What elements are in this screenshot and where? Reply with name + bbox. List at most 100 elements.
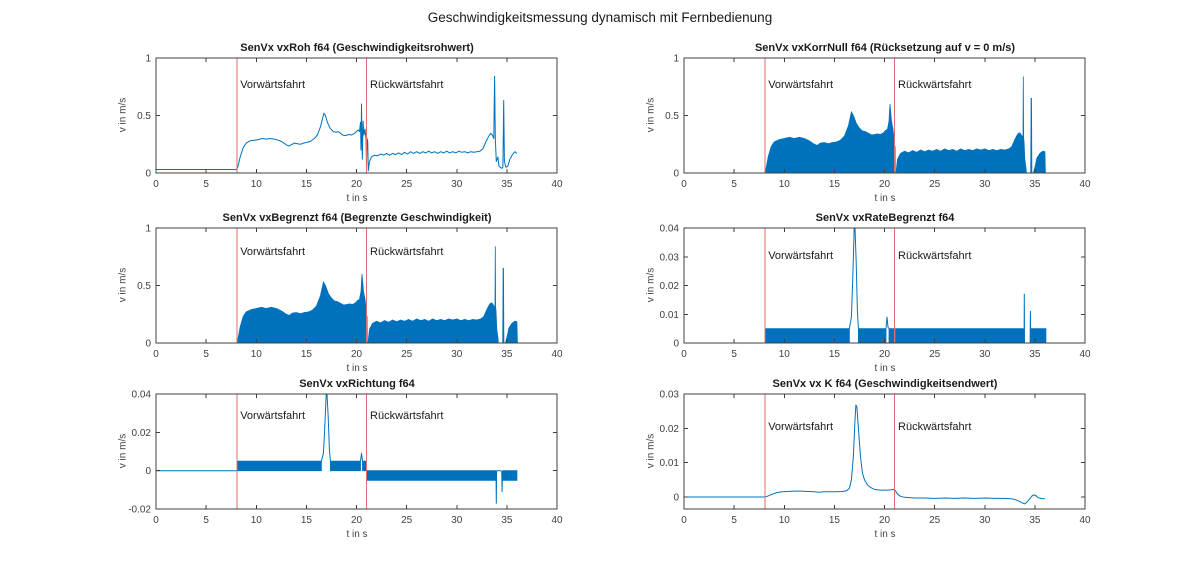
svg-text:15: 15 [301, 179, 313, 190]
svg-text:30: 30 [451, 349, 463, 360]
svg-text:5: 5 [731, 515, 737, 526]
subplot-vxk: SenVx vx K f64 (Geschwindigkeitsendwert)… [640, 378, 1100, 548]
svg-text:5: 5 [731, 349, 737, 360]
subplot-vxbegrenzt: SenVx vxBegrenzt f64 (Begrenzte Geschwin… [112, 212, 572, 382]
subplot-vxkorrnull: SenVx vxKorrNull f64 (Rücksetzung auf v … [640, 42, 1100, 212]
svg-text:40: 40 [551, 179, 563, 190]
svg-text:20: 20 [879, 515, 891, 526]
svg-text:0: 0 [153, 515, 159, 526]
x-axis-label: t in s [874, 363, 896, 374]
plot-canvas-vxk: 0 5 10 15 20 25 30 35 40 0 0.01 0.02 0.03 [660, 390, 1091, 527]
svg-text:25: 25 [401, 349, 413, 360]
svg-text:40: 40 [1079, 179, 1091, 190]
svg-text:15: 15 [829, 179, 841, 190]
svg-text:25: 25 [929, 179, 941, 190]
svg-text:0.04: 0.04 [132, 390, 152, 401]
svg-text:10: 10 [251, 349, 263, 360]
svg-text:0.01: 0.01 [660, 310, 680, 321]
svg-text:10: 10 [779, 349, 791, 360]
x-axis-label: t in s [346, 529, 368, 540]
svg-text:0: 0 [145, 169, 151, 180]
svg-text:10: 10 [779, 515, 791, 526]
svg-text:35: 35 [501, 349, 513, 360]
svg-text:15: 15 [829, 349, 841, 360]
svg-text:20: 20 [879, 349, 891, 360]
svg-text:35: 35 [501, 515, 513, 526]
svg-text:0.02: 0.02 [660, 281, 680, 292]
svg-text:0.03: 0.03 [660, 390, 680, 401]
svg-text:35: 35 [501, 179, 513, 190]
svg-text:0.5: 0.5 [137, 111, 151, 122]
svg-text:10: 10 [779, 179, 791, 190]
svg-text:10: 10 [251, 515, 263, 526]
svg-text:25: 25 [401, 515, 413, 526]
svg-text:40: 40 [551, 515, 563, 526]
svg-text:35: 35 [1029, 515, 1041, 526]
annotation-reverse: Rückwärtsfahrt [898, 79, 972, 91]
plot-canvas-vxbegrenzt: 0 5 10 15 20 25 30 35 40 0 0.5 1 [137, 224, 563, 361]
svg-text:0: 0 [673, 339, 679, 350]
svg-text:5: 5 [203, 349, 209, 360]
annotation-reverse: Rückwärtsfahrt [898, 421, 972, 433]
subplot-vxroh: SenVx vxRoh f64 (Geschwindigkeitsrohwert… [112, 42, 572, 212]
annotation-forward: Vorwärtsfahrt [768, 250, 834, 262]
svg-text:40: 40 [551, 349, 563, 360]
svg-text:15: 15 [301, 515, 313, 526]
svg-text:0.5: 0.5 [665, 111, 679, 122]
annotation-forward: Vorwärtsfahrt [240, 410, 306, 422]
svg-text:0: 0 [681, 515, 687, 526]
svg-text:0: 0 [153, 349, 159, 360]
svg-text:40: 40 [1079, 349, 1091, 360]
svg-text:0: 0 [153, 179, 159, 190]
svg-text:35: 35 [1029, 349, 1041, 360]
svg-text:15: 15 [301, 349, 313, 360]
annotation-forward: Vorwärtsfahrt [768, 421, 834, 433]
svg-text:5: 5 [731, 179, 737, 190]
plot-canvas-vxratebegrenzt: 0 5 10 15 20 25 30 35 40 0 0.01 0.02 0.03 0.04 [660, 224, 1091, 361]
svg-text:0: 0 [673, 492, 679, 503]
svg-text:1: 1 [145, 54, 151, 65]
x-axis-label: t in s [346, 363, 368, 374]
svg-text:0: 0 [681, 179, 687, 190]
x-axis-label: t in s [346, 193, 368, 204]
svg-text:5: 5 [203, 515, 209, 526]
plot-canvas-vxkorrnull: 0 5 10 15 20 25 30 35 40 0 0.5 1 [665, 54, 1091, 191]
annotation-forward: Vorwärtsfahrt [240, 246, 306, 258]
plot-canvas-vxroh: 0 5 10 15 20 25 30 35 40 0 0.5 1 [137, 54, 563, 191]
svg-text:35: 35 [1029, 179, 1041, 190]
svg-text:0: 0 [681, 349, 687, 360]
svg-text:25: 25 [929, 515, 941, 526]
svg-text:25: 25 [401, 179, 413, 190]
svg-text:20: 20 [351, 349, 363, 360]
svg-text:0: 0 [673, 169, 679, 180]
subplot-title: SenVx vxBegrenzt f64 (Begrenzte Geschwin… [222, 212, 492, 224]
svg-text:0.03: 0.03 [660, 252, 680, 263]
subplot-title: SenVx vx K f64 (Geschwindigkeitsendwert) [772, 378, 998, 390]
svg-text:0.02: 0.02 [660, 424, 680, 435]
svg-text:25: 25 [929, 349, 941, 360]
svg-text:30: 30 [979, 515, 991, 526]
svg-text:40: 40 [1079, 515, 1091, 526]
svg-text:1: 1 [145, 224, 151, 235]
svg-text:20: 20 [351, 515, 363, 526]
subplot-vxratebegrenzt: SenVx vxRateBegrenzt f64 v in m/s t in s… [640, 212, 1100, 382]
annotation-forward: Vorwärtsfahrt [240, 79, 306, 91]
svg-text:15: 15 [829, 515, 841, 526]
subplot-title: SenVx vxRichtung f64 [299, 378, 415, 390]
subplot-title: SenVx vxRateBegrenzt f64 [815, 212, 955, 224]
x-axis-label: t in s [874, 193, 896, 204]
svg-text:20: 20 [351, 179, 363, 190]
svg-text:10: 10 [251, 179, 263, 190]
svg-text:1: 1 [673, 54, 679, 65]
figure-title: Geschwindigkeitsmessung dynamisch mit Fe… [427, 10, 773, 25]
svg-text:30: 30 [979, 179, 991, 190]
annotation-reverse: Rückwärtsfahrt [370, 79, 444, 91]
annotation-reverse: Rückwärtsfahrt [370, 410, 444, 422]
svg-text:20: 20 [879, 179, 891, 190]
svg-text:0.04: 0.04 [660, 224, 680, 235]
x-axis-label: t in s [874, 529, 896, 540]
subplot-title: SenVx vxKorrNull f64 (Rücksetzung auf v … [754, 42, 1016, 54]
